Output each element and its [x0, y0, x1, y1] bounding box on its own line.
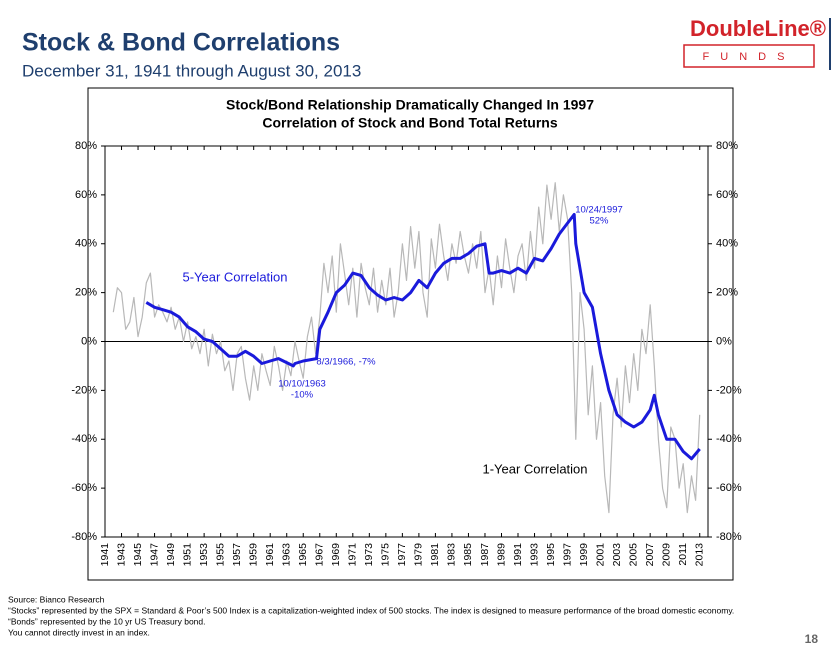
logo: DoubleLine® [690, 16, 826, 41]
annotation: 5-Year Correlation [182, 269, 287, 284]
x-tick-label: 1969 [330, 543, 342, 567]
footnote: “Stocks” represented by the SPX = Standa… [8, 605, 734, 615]
x-tick-label: 1953 [198, 543, 210, 567]
x-tick-label: 1971 [347, 543, 359, 567]
x-tick-label: 1955 [214, 543, 226, 567]
annotation: -10% [291, 390, 314, 401]
y-tick-label: -40% [71, 433, 97, 445]
chart-title: Stock/Bond Relationship Dramatically Cha… [226, 97, 594, 113]
y-tick-label: 80% [75, 140, 97, 152]
x-tick-label: 2005 [627, 543, 639, 567]
x-tick-label: 2011 [677, 543, 689, 566]
y2-tick-label: -40% [716, 433, 742, 445]
y-tick-label: -80% [71, 531, 97, 543]
x-tick-label: 1973 [363, 543, 375, 567]
footnote: You cannot directly invest in an index. [8, 627, 150, 637]
y-tick-label: 20% [75, 287, 97, 299]
y2-tick-label: 80% [716, 140, 738, 152]
x-tick-label: 1951 [181, 543, 193, 567]
x-tick-label: 1963 [281, 543, 293, 567]
y2-tick-label: -60% [716, 482, 742, 494]
logo-sub: FUNDS [703, 51, 796, 63]
annotation: 10/10/1963 [278, 379, 326, 390]
x-tick-label: 2007 [644, 543, 656, 567]
footnote: Source: Bianco Research [8, 594, 105, 604]
x-tick-label: 1957 [231, 543, 243, 567]
annotation: 8/3/1966, -7% [316, 357, 376, 368]
chart-subtitle: Correlation of Stock and Bond Total Retu… [262, 115, 558, 131]
x-tick-label: 1967 [314, 543, 326, 567]
x-tick-label: 1947 [148, 543, 160, 567]
x-tick-label: 1959 [247, 543, 259, 567]
x-tick-label: 1987 [479, 543, 491, 567]
x-tick-label: 2013 [694, 543, 706, 567]
slide-subtitle: December 31, 1941 through August 30, 201… [22, 61, 361, 80]
y-tick-label: -60% [71, 482, 97, 494]
plot: -80% -80% -60% -60% -40% -40% -20% -20% 0% 0% 20% 2… [71, 140, 742, 566]
x-tick-label: 1975 [380, 543, 392, 567]
annotation: 52% [589, 216, 609, 227]
y-tick-label: 40% [75, 238, 97, 250]
x-tick-label: 1979 [413, 543, 425, 567]
x-tick-label: 1943 [115, 543, 127, 567]
x-tick-label: 1977 [396, 543, 408, 567]
x-tick-label: 1985 [462, 543, 474, 567]
y2-tick-label: -80% [716, 531, 742, 543]
x-tick-label: 1993 [528, 543, 540, 567]
x-tick-label: 1949 [165, 543, 177, 567]
y2-tick-label: -20% [716, 384, 742, 396]
slide-title: Stock & Bond Correlations [22, 29, 340, 57]
page-number: 18 [805, 632, 819, 646]
x-tick-label: 1965 [297, 543, 309, 567]
x-tick-label: 1945 [132, 543, 144, 567]
x-tick-label: 1995 [545, 543, 557, 567]
y-tick-label: -20% [71, 384, 97, 396]
logo-box [683, 44, 815, 68]
x-tick-label: 1991 [512, 543, 524, 567]
x-tick-label: 2003 [611, 543, 623, 567]
x-tick-label: 2009 [660, 543, 672, 567]
annotation: 10/24/1997 [575, 205, 623, 216]
series-line [145, 212, 701, 461]
chart-frame [87, 87, 734, 581]
series-line [112, 182, 701, 514]
annotation: 1-Year Correlation [482, 461, 587, 476]
y2-tick-label: 40% [716, 238, 738, 250]
y2-tick-label: 0% [716, 335, 732, 347]
y2-tick-label: 20% [716, 287, 738, 299]
x-tick-label: 1989 [495, 543, 507, 567]
y2-tick-label: 60% [716, 189, 738, 201]
y-tick-label: 60% [75, 189, 97, 201]
x-tick-label: 2001 [594, 543, 606, 567]
x-tick-label: 1983 [446, 543, 458, 567]
x-tick-label: 1999 [578, 543, 590, 567]
x-tick-label: 1961 [264, 543, 276, 567]
x-tick-label: 1941 [99, 543, 111, 567]
y-tick-label: 0% [81, 335, 97, 347]
x-tick-label: 1997 [561, 543, 573, 567]
footnote: “Bonds” represented by the 10 yr US Trea… [8, 616, 206, 626]
x-tick-label: 1981 [429, 543, 441, 567]
